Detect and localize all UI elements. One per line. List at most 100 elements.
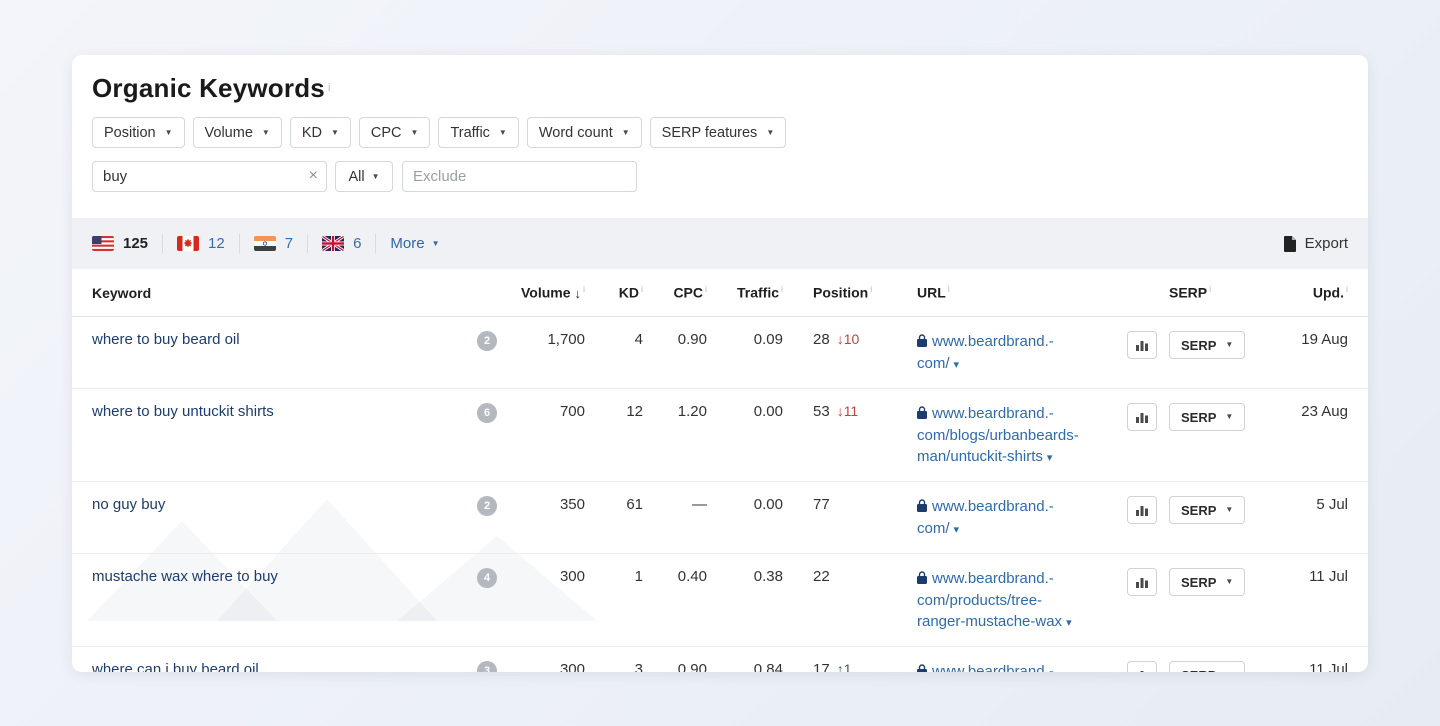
clear-input-icon[interactable]: × [308, 167, 318, 184]
url-cell: www.beardbrand.- com/▾ [917, 331, 1127, 376]
col-header-kd[interactable]: KD i [618, 284, 643, 301]
position-change-down: ↓11 [836, 403, 859, 419]
table-row: mustache wax where to buy 4 300 1 0.40 0… [72, 554, 1368, 647]
keyword-link[interactable]: no guy buy [92, 496, 166, 513]
position-history-chart-button[interactable] [1127, 403, 1157, 431]
keyword-link[interactable]: where to buy beard oil [92, 331, 240, 348]
country-tab-united-kingdom[interactable]: 6 [308, 235, 375, 252]
url-link[interactable]: www.beardbrand.- com/products/tree- rang… [917, 570, 1063, 630]
lock-icon [917, 497, 927, 518]
country-tab-canada[interactable]: 12 [163, 235, 239, 252]
position-change-up: ↑1 [836, 661, 852, 672]
keyword-link[interactable]: where can i buy beard oil [92, 661, 259, 672]
position-history-chart-button[interactable] [1127, 496, 1157, 524]
info-icon[interactable]: i [705, 284, 707, 295]
chevron-down-icon: ▼ [410, 127, 419, 137]
col-header-position[interactable]: Position i [813, 284, 873, 301]
exclude-input-wrap [402, 161, 637, 192]
volume-value: 350 [559, 496, 585, 513]
url-expand-caret[interactable]: ▾ [1046, 452, 1053, 464]
chevron-down-icon: ▼ [1225, 671, 1233, 673]
country-tab-india[interactable]: 7 [240, 235, 307, 252]
exclude-keyword-input[interactable] [402, 161, 637, 192]
bar-chart-icon [1136, 578, 1148, 588]
sort-desc-icon: ↓ [574, 285, 582, 301]
title-info-icon[interactable]: i [327, 81, 331, 94]
kd-value: 12 [626, 403, 643, 420]
organic-keywords-panel: Organic Keywords i Position ▼ Volume ▼ KD ▼ … [72, 55, 1368, 672]
rank-badge[interactable]: 4 [477, 568, 497, 588]
info-icon[interactable]: i [781, 284, 783, 295]
col-header-traffic[interactable]: Traffic i [736, 284, 783, 301]
rank-badge[interactable]: 3 [477, 661, 497, 672]
lock-icon [917, 662, 927, 672]
include-keyword-input[interactable] [92, 161, 327, 192]
info-icon[interactable]: i [1209, 284, 1212, 295]
url-expand-caret[interactable]: ▾ [1066, 617, 1072, 629]
url-link[interactable]: www.beardbrand.- com/ [932, 663, 1054, 672]
serp-dropdown-button[interactable]: SERP▼ [1169, 403, 1246, 431]
info-icon[interactable]: i [1346, 284, 1348, 295]
more-countries-dropdown[interactable]: More ▼ [376, 235, 439, 252]
match-mode-dropdown[interactable]: All ▼ [335, 161, 393, 192]
rank-badge[interactable]: 2 [477, 331, 497, 351]
url-expand-caret[interactable]: ▾ [953, 524, 960, 536]
keywords-table: Keyword Volume ↓ i KD i CPC i Traffic i Posit… [72, 269, 1368, 672]
filter-word-count[interactable]: Word count ▼ [526, 117, 642, 148]
info-icon[interactable]: i [641, 284, 643, 295]
url-link[interactable]: www.beardbrand.- com/ [917, 498, 1054, 537]
col-header-volume[interactable]: Volume ↓ i [520, 284, 585, 301]
url-cell: www.beardbrand.- com/▾ [917, 496, 1127, 541]
export-file-icon [1283, 235, 1296, 252]
country-count: 12 [208, 235, 225, 252]
col-header-serp[interactable]: SERP i [1169, 284, 1212, 301]
info-icon[interactable]: i [947, 284, 950, 295]
url-link[interactable]: www.beardbrand.- com/blogs/urbanbeards- … [917, 405, 1079, 465]
filter-label: Traffic [450, 124, 490, 141]
serp-dropdown-button[interactable]: SERP▼ [1169, 661, 1246, 673]
keyword-link[interactable]: where to buy untuckit shirts [92, 403, 274, 420]
filter-kd[interactable]: KD ▼ [289, 117, 351, 148]
position-history-chart-button[interactable] [1127, 331, 1157, 359]
rank-badge[interactable]: 6 [477, 403, 497, 423]
url-cell: www.beardbrand.- com/products/tree- rang… [917, 568, 1127, 634]
info-icon[interactable]: i [870, 284, 873, 295]
rank-badge[interactable]: 2 [477, 496, 497, 516]
chevron-down-icon: ▼ [371, 171, 380, 181]
bar-chart-icon [1136, 341, 1148, 351]
serp-dropdown-button[interactable]: SERP▼ [1169, 331, 1246, 359]
col-header-url[interactable]: URL i [917, 284, 950, 301]
us-flag-icon [92, 236, 114, 251]
cpc-value: 0.40 [677, 568, 707, 585]
position-history-chart-button[interactable] [1127, 661, 1157, 672]
position-history-chart-button[interactable] [1127, 568, 1157, 596]
col-header-cpc[interactable]: CPC i [673, 284, 707, 301]
col-header-upd[interactable]: Upd. i [1312, 284, 1348, 301]
table-header-row: Keyword Volume ↓ i KD i CPC i Traffic i Posit… [72, 269, 1368, 317]
export-label: Export [1304, 235, 1348, 252]
row-tools: SERP▼ [1127, 661, 1258, 672]
traffic-value: 0.09 [753, 331, 783, 348]
row-tools: SERP▼ [1127, 403, 1258, 431]
filter-volume[interactable]: Volume ▼ [192, 117, 282, 148]
serp-dropdown-button[interactable]: SERP▼ [1169, 568, 1246, 596]
filter-cpc[interactable]: CPC ▼ [358, 117, 431, 148]
country-tab-united-states[interactable]: 125 [92, 235, 162, 252]
url-link[interactable]: www.beardbrand.- com/ [917, 333, 1054, 372]
info-icon[interactable]: i [583, 284, 585, 295]
row-tools: SERP▼ [1127, 568, 1258, 596]
bar-chart-icon [1136, 506, 1148, 516]
serp-dropdown-button[interactable]: SERP▼ [1169, 496, 1246, 524]
export-button[interactable]: Export [1283, 235, 1348, 252]
filter-position[interactable]: Position ▼ [92, 117, 185, 148]
col-header-keyword[interactable]: Keyword [92, 284, 152, 301]
include-input-wrap: × [92, 161, 327, 192]
cpc-value: 0.90 [677, 661, 707, 672]
filter-serp-features[interactable]: SERP features ▼ [649, 117, 787, 148]
keyword-link[interactable]: mustache wax where to buy [92, 568, 278, 585]
url-expand-caret[interactable]: ▾ [953, 359, 960, 371]
chevron-down-icon: ▼ [330, 127, 339, 137]
country-count: 6 [353, 235, 362, 252]
chevron-down-icon: ▼ [1225, 412, 1234, 421]
filter-traffic[interactable]: Traffic ▼ [438, 117, 519, 148]
